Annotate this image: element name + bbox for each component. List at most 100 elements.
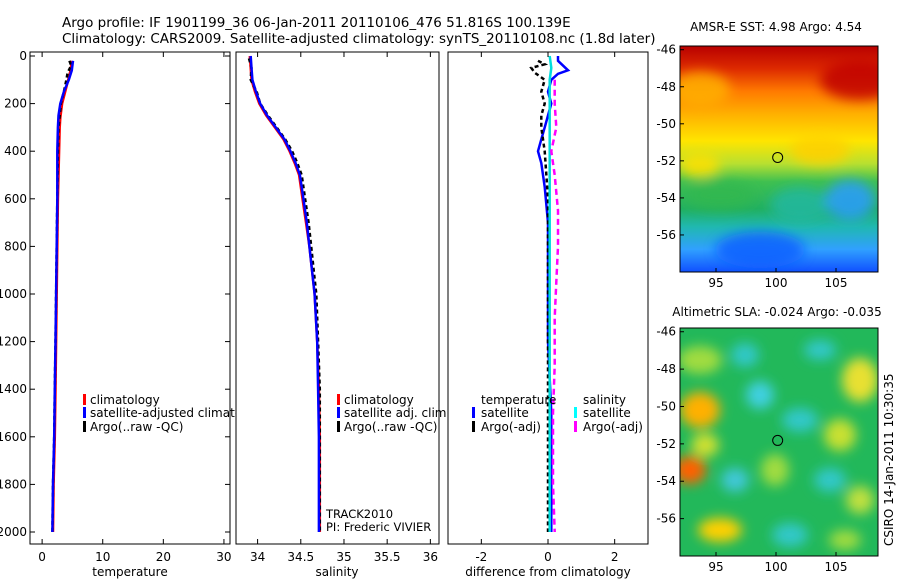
legend-label-temp-satellite: satellite	[481, 406, 529, 420]
sla-map-frame	[679, 327, 879, 557]
temperature-legend: climatology satellite-adjusted climatolo…	[83, 393, 268, 434]
legend-label-sal-argo: Argo(-adj)	[583, 420, 643, 434]
sst-lon-tick-label: 100	[765, 276, 788, 290]
sla-map-float-marker	[772, 434, 784, 446]
sla-lat-tick-label: -54	[656, 474, 676, 488]
legend-swatch-sal-satellite	[574, 407, 577, 418]
temperature-xtick-label: 0	[38, 550, 46, 564]
sla-map-panel: Altimetric SLA: -0.024 Argo: -0.035	[656, 305, 881, 574]
legend-swatch-satellite-adjusted	[83, 407, 86, 418]
legend-label-climatology: climatology	[344, 393, 414, 407]
difference-panel: -2 0 2 difference from climatology tempera…	[447, 51, 649, 579]
legend-header-salinity: salinity	[583, 393, 626, 407]
sst-lon-tick-label: 95	[708, 276, 723, 290]
legend-swatch-argo-raw	[83, 421, 86, 432]
legend-label-argo-raw: Argo(..raw -QC)	[344, 420, 437, 434]
temperature-xtick-label: 10	[95, 550, 110, 564]
depth-tick-label: 1000	[0, 287, 27, 301]
pi-annotation: PI: Frederic VIVIER	[326, 520, 431, 534]
difference-xtick-label: 0	[544, 550, 552, 564]
series-temperature-argo-adj-	[529, 59, 550, 532]
sst-map-panel: AMSR-E SST: 4.98 Argo: 4.54 -46 -48 -50 -52…	[656, 20, 879, 290]
sst-lat-tick-label: -46	[656, 43, 676, 57]
sla-map-title: Altimetric SLA: -0.024 Argo: -0.035	[672, 305, 881, 319]
sst-map-frame	[679, 45, 879, 273]
depth-tick-label: 1800	[0, 477, 27, 491]
sst-lat-tick-label: -52	[656, 154, 676, 168]
salinity-xtick-label: 35.5	[374, 550, 401, 564]
difference-xlabel: difference from climatology	[465, 565, 631, 579]
depth-tick-label: 2000	[0, 525, 27, 539]
legend-label-climatology: climatology	[90, 393, 160, 407]
salinity-xtick-label: 34	[250, 550, 265, 564]
temperature-x-axis: 0 10 20 30	[38, 52, 232, 564]
legend-swatch-temp-argo	[472, 421, 475, 432]
salinity-xlabel: salinity	[315, 565, 358, 579]
legend-swatch-sal-argo	[574, 421, 577, 432]
sst-map-image	[680, 46, 878, 272]
salinity-series	[247, 55, 322, 532]
sst-lat-tick-label: -48	[656, 80, 676, 94]
difference-xtick-label: 2	[611, 550, 619, 564]
difference-x-axis: -2 0 2	[475, 52, 618, 564]
figure-title-line2: Climatology: CARS2009. Satellite-adjuste…	[62, 31, 655, 47]
salinity-axes-frame	[235, 51, 440, 545]
difference-series	[529, 55, 571, 533]
series-salinity-satellite	[548, 55, 553, 532]
legend-swatch-temp-satellite	[472, 407, 475, 418]
sla-map-lon-axis: 95 100 105	[708, 552, 847, 574]
temperature-panel: 0 200 400 600 800 1000 1200 1400 1600 1800 2000 0 1…	[0, 49, 648, 579]
depth-tick-label: 1200	[0, 335, 27, 349]
figure-title-line1: Argo profile: IF 1901199_36 06-Jan-2011 …	[62, 15, 571, 31]
sla-lon-tick-label: 100	[765, 560, 788, 574]
temperature-series	[51, 60, 75, 533]
legend-header-temperature: temperature	[481, 393, 556, 407]
sla-lat-tick-label: -52	[656, 437, 676, 451]
side-timestamp-label: CSIRO 14-Jan-2011 10:30:35	[882, 374, 896, 546]
legend-label-satellite-adjusted: satellite-adjusted climatology	[90, 406, 268, 420]
series-satellite-adjusted-climatology	[51, 60, 75, 533]
depth-tick-label: 800	[4, 239, 27, 253]
sla-lon-tick-label: 95	[708, 560, 723, 574]
series-salinity-argo-adj-	[550, 79, 560, 533]
salinity-x-axis: 34 34.5 35 35.5 36	[250, 52, 438, 564]
sst-map-lat-axis: -46 -48 -50 -52 -54 -56	[656, 43, 684, 242]
temperature-xtick-label: 30	[216, 550, 231, 564]
legend-swatch-climatology	[83, 394, 86, 405]
depth-tick-label: 400	[4, 144, 27, 158]
series-argo-raw-qc-	[247, 58, 322, 532]
legend-label-sal-satellite: satellite	[583, 406, 631, 420]
salinity-legend: climatology satellite adj. clim. Argo(..…	[337, 393, 450, 434]
sla-lat-tick-label: -46	[656, 325, 676, 339]
temperature-axes-frame	[29, 51, 231, 545]
depth-tick-label: 1400	[0, 382, 27, 396]
sla-lat-tick-label: -48	[656, 362, 676, 376]
sst-map-float-marker	[772, 151, 784, 163]
legend-swatch-satellite-adj	[337, 407, 340, 418]
salinity-panel: 34 34.5 35 35.5 36 salinity climatology sate…	[235, 51, 450, 579]
legend-label-temp-argo: Argo(-adj)	[481, 420, 541, 434]
legend-swatch-argo-raw	[337, 421, 340, 432]
depth-tick-label: 200	[4, 97, 27, 111]
legend-label-satellite-adj: satellite adj. clim.	[344, 406, 450, 420]
depth-tick-label: 1600	[0, 430, 27, 444]
depth-tick-label: 600	[4, 192, 27, 206]
sla-lat-tick-label: -50	[656, 399, 676, 413]
salinity-xtick-label: 36	[423, 550, 438, 564]
sla-lat-tick-label: -56	[656, 512, 676, 526]
legend-swatch-climatology	[337, 394, 340, 405]
sla-map-lat-axis: -46 -48 -50 -52 -54 -56	[656, 325, 684, 526]
sst-lat-tick-label: -56	[656, 228, 676, 242]
legend-label-argo-raw: Argo(..raw -QC)	[90, 420, 183, 434]
sst-lon-tick-label: 105	[825, 276, 848, 290]
sla-lon-tick-label: 105	[825, 560, 848, 574]
sla-map-image	[680, 328, 878, 556]
sst-map-lon-axis: 95 100 105	[708, 268, 847, 290]
temperature-xtick-label: 20	[156, 550, 171, 564]
difference-xtick-label: -2	[475, 550, 487, 564]
series-satellite-adj-clim-	[249, 55, 321, 532]
difference-legend: temperature salinity satellite Argo(-adj…	[472, 393, 643, 434]
sst-lat-tick-label: -50	[656, 117, 676, 131]
sst-map-title: AMSR-E SST: 4.98 Argo: 4.54	[690, 20, 862, 34]
